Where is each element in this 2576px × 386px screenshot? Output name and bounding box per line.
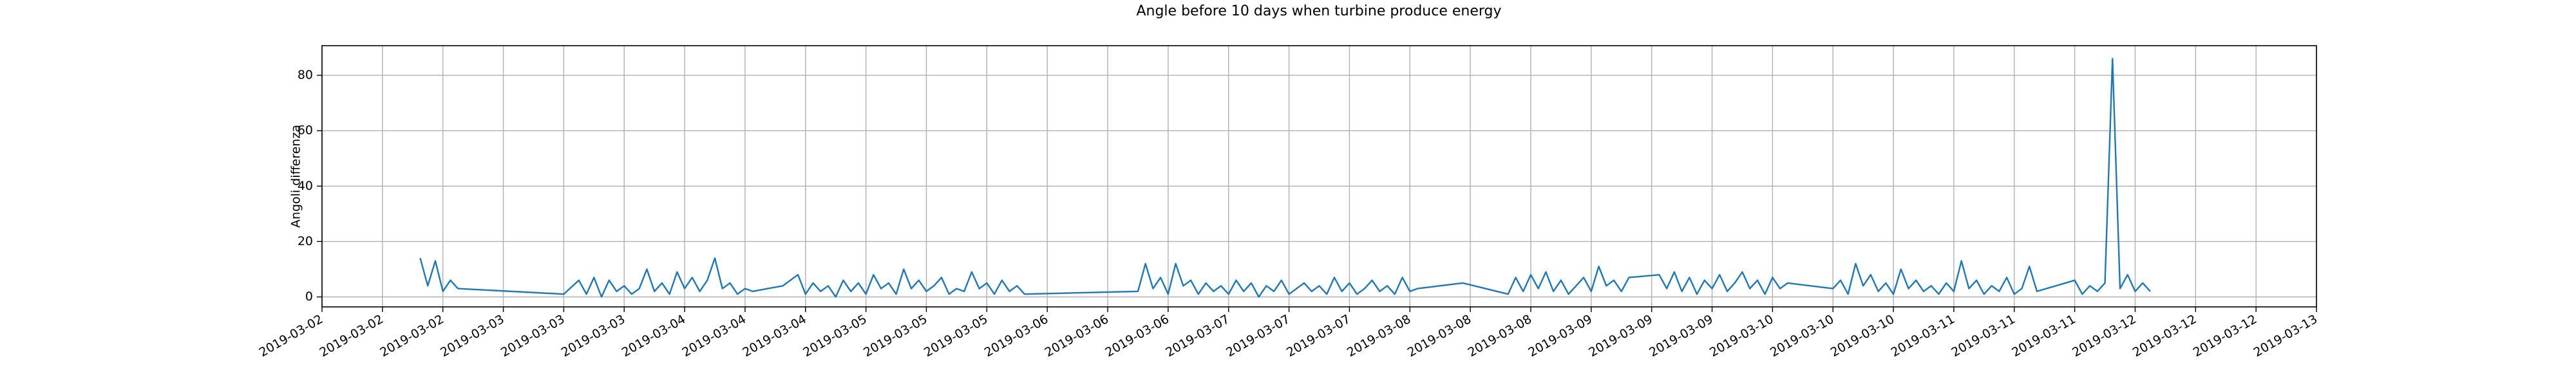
x-tick-label: 2019-03-09 bbox=[1647, 312, 1716, 360]
x-tick-label: 2019-03-03 bbox=[559, 312, 628, 360]
x-tick-label: 2019-03-05 bbox=[922, 312, 990, 360]
x-tick-label: 2019-03-10 bbox=[1828, 312, 1897, 360]
x-tick-label: 2019-03-07 bbox=[1224, 312, 1293, 360]
x-tick-label: 2019-03-06 bbox=[1043, 312, 1112, 360]
x-tick-label: 2019-03-12 bbox=[2191, 312, 2260, 360]
chart-title: Angle before 10 days when turbine produc… bbox=[1136, 3, 1501, 19]
x-tick-label: 2019-03-10 bbox=[1707, 312, 1776, 360]
y-tick-label: 0 bbox=[305, 290, 313, 304]
x-tick-label: 2019-03-11 bbox=[1889, 312, 1958, 360]
y-axis-label: Angoli differenza bbox=[289, 125, 303, 228]
x-tick-label: 2019-03-04 bbox=[620, 312, 688, 360]
x-tick-label: 2019-03-02 bbox=[257, 312, 326, 360]
x-tick-label: 2019-03-04 bbox=[740, 312, 809, 360]
x-tick-label: 2019-03-11 bbox=[1949, 312, 2018, 360]
x-tick-label: 2019-03-09 bbox=[1586, 312, 1655, 360]
y-tick-label: 80 bbox=[298, 68, 313, 82]
x-tick-label: 2019-03-06 bbox=[982, 312, 1051, 360]
x-tick-label: 2019-03-07 bbox=[1284, 312, 1353, 360]
plot-frame bbox=[321, 45, 2317, 308]
x-tick-label: 2019-03-10 bbox=[1768, 312, 1837, 360]
x-tick-label: 2019-03-13 bbox=[2251, 312, 2320, 360]
x-tick-label: 2019-03-02 bbox=[377, 312, 446, 360]
data-line bbox=[419, 58, 2151, 298]
x-tick-label: 2019-03-04 bbox=[680, 312, 749, 360]
x-tick-label: 2019-03-03 bbox=[438, 312, 507, 360]
x-tick-label: 2019-03-12 bbox=[2070, 312, 2139, 360]
x-tick-label: 2019-03-08 bbox=[1405, 312, 1474, 360]
x-tick-label: 2019-03-05 bbox=[800, 312, 869, 360]
x-tick-label: 2019-03-08 bbox=[1345, 312, 1414, 360]
x-tick-label: 2019-03-12 bbox=[2130, 312, 2199, 360]
x-tick-label: 2019-03-08 bbox=[1466, 312, 1535, 360]
x-tick-label: 2019-03-09 bbox=[1526, 312, 1595, 360]
x-tick-label: 2019-03-02 bbox=[317, 312, 386, 360]
y-tick-label: 60 bbox=[298, 124, 313, 138]
x-tick-label: 2019-03-06 bbox=[1103, 312, 1172, 360]
x-tick-label: 2019-03-07 bbox=[1163, 312, 1232, 360]
x-tick-label: 2019-03-03 bbox=[498, 312, 567, 360]
y-tick-label: 20 bbox=[298, 234, 313, 248]
x-tick-label: 2019-03-05 bbox=[861, 312, 930, 360]
x-tick-label: 2019-03-11 bbox=[2009, 312, 2078, 360]
y-tick-label: 40 bbox=[298, 179, 313, 193]
